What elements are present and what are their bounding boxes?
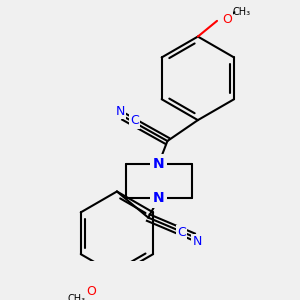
Text: N: N	[153, 157, 164, 171]
Text: O: O	[222, 13, 232, 26]
Text: O: O	[86, 285, 96, 298]
Text: N: N	[116, 105, 125, 118]
Text: N: N	[192, 236, 202, 248]
Text: N: N	[153, 191, 164, 206]
Text: C: C	[130, 115, 139, 128]
Text: C: C	[177, 226, 186, 239]
Text: CH₃: CH₃	[68, 294, 85, 300]
Text: CH₃: CH₃	[233, 7, 251, 17]
